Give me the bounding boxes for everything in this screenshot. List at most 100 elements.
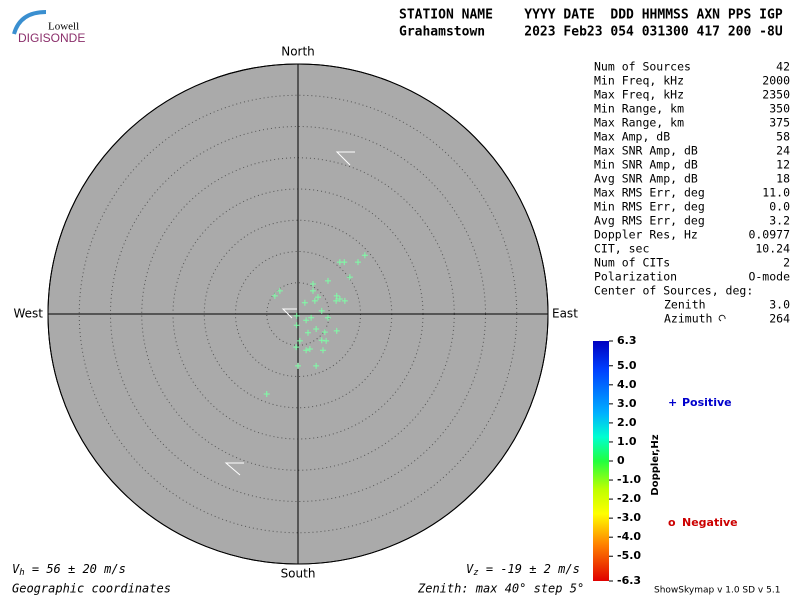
colorbar-tick-label: -1.0 bbox=[617, 473, 641, 486]
source-point bbox=[303, 317, 310, 324]
stat-value: 12 bbox=[776, 158, 790, 172]
stat-value: 3.2 bbox=[769, 214, 790, 228]
header-label: DDD bbox=[610, 8, 634, 23]
stat-label: Min SNR Amp, dB bbox=[594, 158, 698, 172]
header-label: YYYY bbox=[524, 8, 555, 23]
source-point bbox=[276, 287, 283, 294]
stat-label: Doppler Res, Hz bbox=[594, 228, 698, 242]
wind-arrow bbox=[224, 462, 244, 476]
colorbar-tick-label: -6.3 bbox=[617, 574, 641, 587]
colorbar-tick-label: 5.0 bbox=[617, 359, 637, 372]
header-value: Feb23 bbox=[563, 25, 602, 40]
source-point bbox=[333, 327, 340, 334]
wind-arrow bbox=[335, 151, 355, 166]
stat-label: Max RMS Err, deg bbox=[594, 186, 705, 200]
header-label: STATION NAME bbox=[399, 8, 493, 23]
source-point bbox=[361, 252, 368, 259]
stat-value: 2350 bbox=[762, 88, 790, 102]
center-value: 264 bbox=[769, 312, 790, 326]
version: ShowSkymap v 1.0 SD v 5.1 bbox=[654, 586, 780, 596]
center-title: Center of Sources, deg: bbox=[594, 284, 753, 298]
colorbar-tick-label: -2.0 bbox=[617, 492, 641, 505]
header-label: HHMMSS bbox=[642, 8, 689, 23]
stat-value: 10.24 bbox=[755, 242, 790, 256]
source-point bbox=[271, 292, 278, 299]
wind-arrow bbox=[281, 308, 297, 319]
legend-symbol: o bbox=[668, 516, 676, 529]
header-value: 2023 bbox=[524, 25, 555, 40]
source-point bbox=[333, 292, 340, 299]
center-value: 3.0 bbox=[769, 298, 790, 312]
source-point bbox=[336, 296, 343, 302]
points bbox=[263, 252, 368, 397]
source-point bbox=[315, 294, 321, 301]
stat-value: 375 bbox=[769, 116, 790, 130]
coords: Geographic coordinates bbox=[12, 582, 171, 596]
stat-value: 350 bbox=[769, 102, 790, 116]
header-value: 200 bbox=[728, 25, 752, 40]
vz: Vz = -19 ± 2 m/s bbox=[466, 562, 580, 578]
header-label: AXN bbox=[697, 8, 721, 23]
stat-label: Avg SNR Amp, dB bbox=[594, 172, 698, 186]
source-point bbox=[333, 297, 340, 304]
source-point bbox=[325, 277, 331, 284]
source-point bbox=[323, 337, 330, 344]
stat-value: 18 bbox=[776, 172, 790, 186]
legend-symbol: + bbox=[668, 396, 677, 409]
center-label: Zenith bbox=[664, 298, 706, 312]
source-point bbox=[301, 299, 308, 306]
colorbar-tick-label: 3.0 bbox=[617, 397, 637, 410]
source-point bbox=[310, 281, 316, 287]
logo-top: Lowell bbox=[48, 21, 79, 33]
header-value: 031300 bbox=[642, 25, 689, 40]
legend-name: Positive bbox=[682, 396, 732, 409]
stat-value: 58 bbox=[776, 130, 790, 144]
source-point bbox=[321, 329, 328, 336]
dir-south: South bbox=[281, 567, 316, 581]
source-point bbox=[308, 314, 315, 321]
center-label: Azimuth bbox=[664, 312, 712, 326]
stat-label: Num of CITs bbox=[594, 256, 670, 270]
colorbar-tick-label: 0 bbox=[617, 454, 625, 467]
colorbar-ticks: 6.3 5.0 4.0 3.0 2.0 1.0 0 -1.0 -2.0 -3.0 -4.0 -5.0 -… bbox=[609, 334, 641, 587]
source-point bbox=[295, 362, 301, 369]
stat-value: 0.0 bbox=[769, 200, 790, 214]
legend: + Positive o Negative bbox=[668, 396, 738, 529]
stat-label: Avg RMS Err, deg bbox=[594, 214, 705, 228]
header-value: 054 bbox=[610, 25, 634, 40]
header-value: Grahamstown bbox=[399, 25, 485, 40]
source-point bbox=[355, 259, 361, 266]
stat-label: Min Freq, kHz bbox=[594, 74, 684, 88]
dir-north: North bbox=[281, 45, 315, 59]
stat-label: Max SNR Amp, dB bbox=[594, 144, 698, 158]
stat-value: O-mode bbox=[748, 270, 790, 284]
source-point bbox=[303, 347, 310, 354]
source-point bbox=[313, 326, 320, 332]
stat-label: Min Range, km bbox=[594, 102, 684, 116]
colorbar bbox=[593, 341, 609, 581]
source-point bbox=[310, 287, 316, 294]
colorbar-tick-label: -4.0 bbox=[617, 530, 641, 543]
source-point bbox=[320, 347, 326, 354]
stat-label: Min RMS Err, deg bbox=[594, 200, 705, 214]
source-point bbox=[341, 297, 348, 304]
stat-value: 0.0977 bbox=[748, 228, 790, 242]
source-point bbox=[296, 337, 303, 344]
source-point bbox=[293, 344, 300, 351]
stat-value: 42 bbox=[776, 60, 790, 74]
logo-swoosh bbox=[12, 10, 47, 35]
colorbar-tick-label: -5.0 bbox=[617, 549, 641, 562]
source-point bbox=[336, 259, 343, 266]
source-point bbox=[325, 314, 331, 321]
stat-value: 2000 bbox=[762, 74, 790, 88]
stat-label: Max Freq, kHz bbox=[594, 88, 684, 102]
header-value: -8U bbox=[759, 25, 783, 40]
stat-label: Max Amp, dB bbox=[594, 130, 670, 144]
dir-east: East bbox=[552, 307, 578, 321]
source-point bbox=[305, 329, 311, 336]
source-point bbox=[313, 362, 320, 369]
colorbar-label: Doppler,Hz bbox=[650, 434, 661, 495]
source-point bbox=[306, 346, 313, 352]
